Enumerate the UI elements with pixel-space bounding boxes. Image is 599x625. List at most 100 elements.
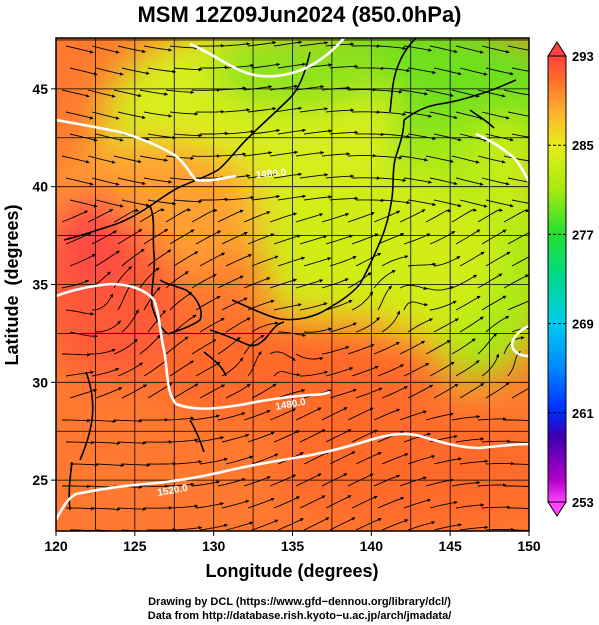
streamline [173, 251, 199, 267]
streamline [247, 41, 277, 47]
streamline [325, 367, 354, 377]
streamline [247, 173, 277, 179]
streamline [303, 327, 332, 333]
colorbar-tick-label: 269 [572, 317, 594, 332]
streamline [121, 309, 139, 333]
streamline [95, 463, 125, 468]
streamline [455, 177, 484, 186]
streamline [247, 107, 277, 113]
streamline [95, 250, 120, 267]
streamline [95, 67, 124, 76]
streamline [173, 133, 203, 138]
streamline [477, 483, 507, 487]
streamline [459, 67, 488, 76]
streamline [117, 441, 147, 445]
streamline [377, 45, 407, 50]
streamline [303, 517, 330, 531]
streamline [61, 89, 90, 98]
streamline [451, 480, 481, 487]
streamline [221, 231, 248, 245]
streamline [169, 177, 199, 182]
streamline [113, 419, 143, 423]
streamline [117, 362, 143, 377]
streamline [477, 417, 507, 421]
streamline [329, 322, 357, 333]
streamline [269, 150, 299, 157]
streamline [507, 45, 529, 51]
streamline [407, 384, 434, 399]
streamline [511, 463, 529, 465]
streamline [425, 89, 454, 97]
streamline [88, 348, 116, 355]
streamline [485, 527, 515, 531]
streamline [399, 476, 427, 487]
streamline [425, 478, 454, 487]
streamline [403, 498, 432, 509]
streamline [169, 504, 199, 509]
streamline [173, 67, 203, 72]
colorbar-lower-extend [547, 501, 567, 517]
streamline [221, 433, 250, 443]
streamline [295, 407, 322, 421]
streamline [477, 332, 498, 355]
x-tick-label: 140 [360, 538, 384, 554]
streamline [481, 229, 507, 245]
streamline [399, 340, 426, 355]
streamline [273, 234, 301, 245]
streamline [351, 291, 374, 311]
streamline [425, 286, 454, 291]
streamline [325, 174, 355, 179]
streamline [269, 84, 299, 91]
footer-credit-drawing: Drawing by DCL (https://www.gfd−dennou.o… [148, 596, 451, 608]
streamline [503, 89, 529, 97]
streamline [459, 525, 489, 531]
streamline [433, 256, 461, 267]
streamline [373, 210, 401, 223]
streamline [165, 336, 189, 355]
streamline [459, 199, 488, 208]
streamline [65, 111, 94, 120]
streamline [481, 505, 511, 509]
streamline [221, 42, 251, 47]
streamline [433, 133, 462, 142]
streamline [165, 89, 195, 95]
streamline [147, 67, 177, 74]
streamline [399, 209, 426, 223]
streamline [459, 383, 485, 399]
streamline [503, 208, 529, 223]
streamline [195, 43, 225, 48]
streamline [200, 65, 229, 70]
streamline [347, 473, 374, 487]
streamline [169, 111, 199, 116]
streamline [273, 40, 303, 47]
streamline [511, 67, 529, 72]
streamline [329, 388, 357, 399]
streamline [407, 454, 436, 465]
streamline [377, 111, 407, 116]
streamline [143, 111, 173, 118]
streamline [407, 262, 437, 267]
streamline [407, 318, 433, 333]
streamline [273, 496, 300, 509]
streamline [355, 316, 380, 333]
streamline [377, 232, 405, 245]
streamline [273, 370, 301, 377]
streamline [87, 208, 114, 223]
streamline [504, 484, 529, 489]
streamline [243, 277, 271, 289]
streamline [139, 155, 168, 162]
streamline [485, 315, 510, 333]
streamline [113, 338, 138, 355]
streamline [69, 133, 98, 142]
streamline [351, 365, 379, 377]
streamline [451, 274, 478, 289]
streamline [455, 503, 485, 509]
streamline [347, 212, 375, 223]
streamline [121, 248, 145, 267]
streamline [299, 302, 328, 311]
streamline [381, 310, 401, 333]
streamline [433, 457, 462, 465]
streamline [351, 495, 378, 509]
streamline [485, 133, 514, 142]
streamline [407, 520, 436, 531]
